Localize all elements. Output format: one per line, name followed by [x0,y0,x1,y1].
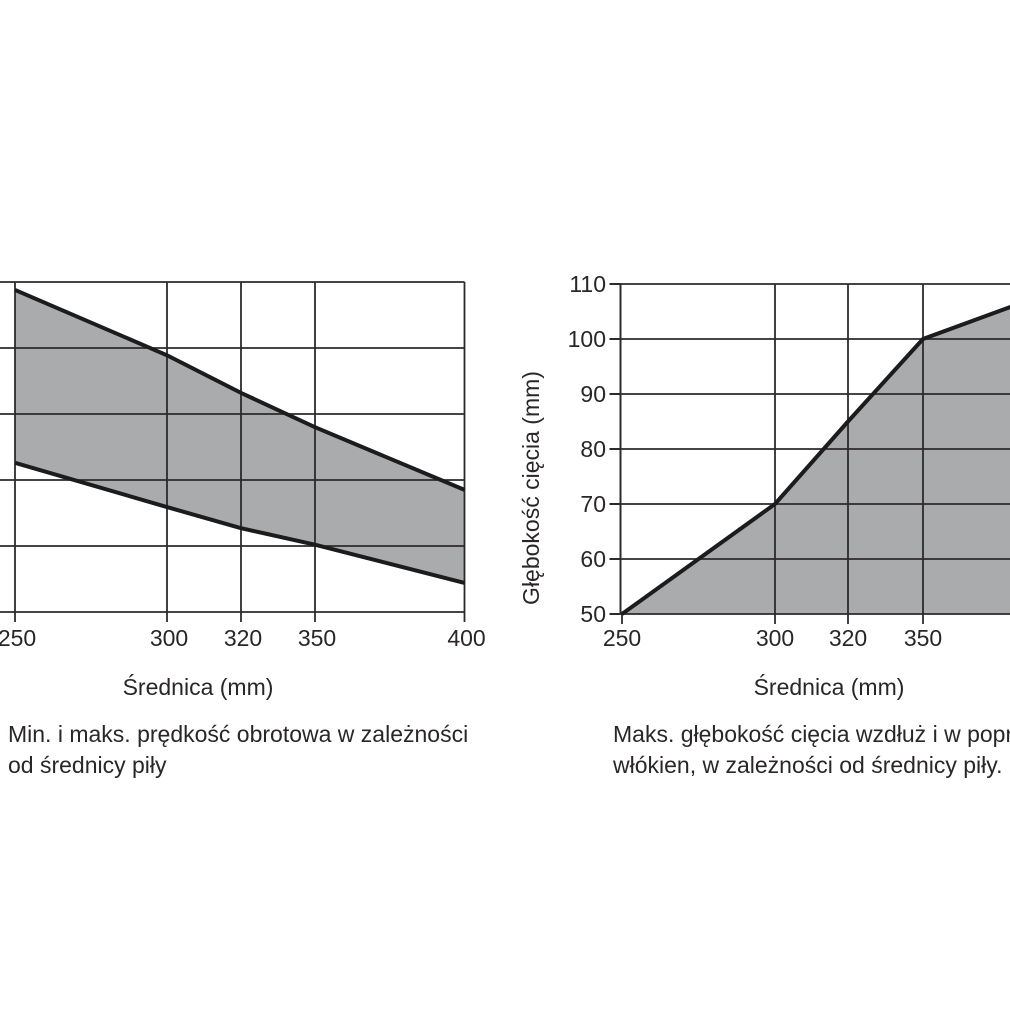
speed-vs-diameter-chart: 250 300 320 350 400 [0,281,486,651]
y-tick-label: 100 [568,326,606,352]
y-tick-label: 110 [569,271,606,297]
speed-band-fill [15,289,465,583]
y-axis-title-right: Głębokość cięcia (mm) [518,371,544,605]
y-tick-label: 90 [580,381,606,407]
x-axis-title-right: Średnica (mm) [753,674,905,700]
chart-caption-right: Maks. głębokość cięcia wzdłuż i w poprze… [613,721,1010,778]
min-speed-line [14,460,465,585]
y-tick-label: 70 [580,491,606,517]
x-tick-label: 350 [298,625,336,651]
y-tick-label: 60 [580,546,606,572]
x-tick-label: 350 [904,625,942,651]
x-tick-label: 400 [447,625,485,651]
max-speed-line [14,288,466,492]
x-tick-label: 320 [829,625,867,651]
depth-line [620,304,1010,616]
y-tick-label: 50 [580,601,606,627]
x-tick-label: 300 [756,625,794,651]
chart-caption-left: Min. i maks. prędkość obrotowa w zależno… [8,721,469,778]
x-axis-title-left: Średnica (mm) [122,674,274,700]
x-tick-label: 250 [0,625,36,651]
y-tick-label: 80 [580,436,606,462]
x-tick-label: 250 [603,625,641,651]
x-tick-label: 320 [224,625,262,651]
cutting-depth-chart: Głębokość cięcia (mm) 110 100 90 80 70 60 5025… [518,271,1010,651]
x-tick-label: 300 [150,625,188,651]
